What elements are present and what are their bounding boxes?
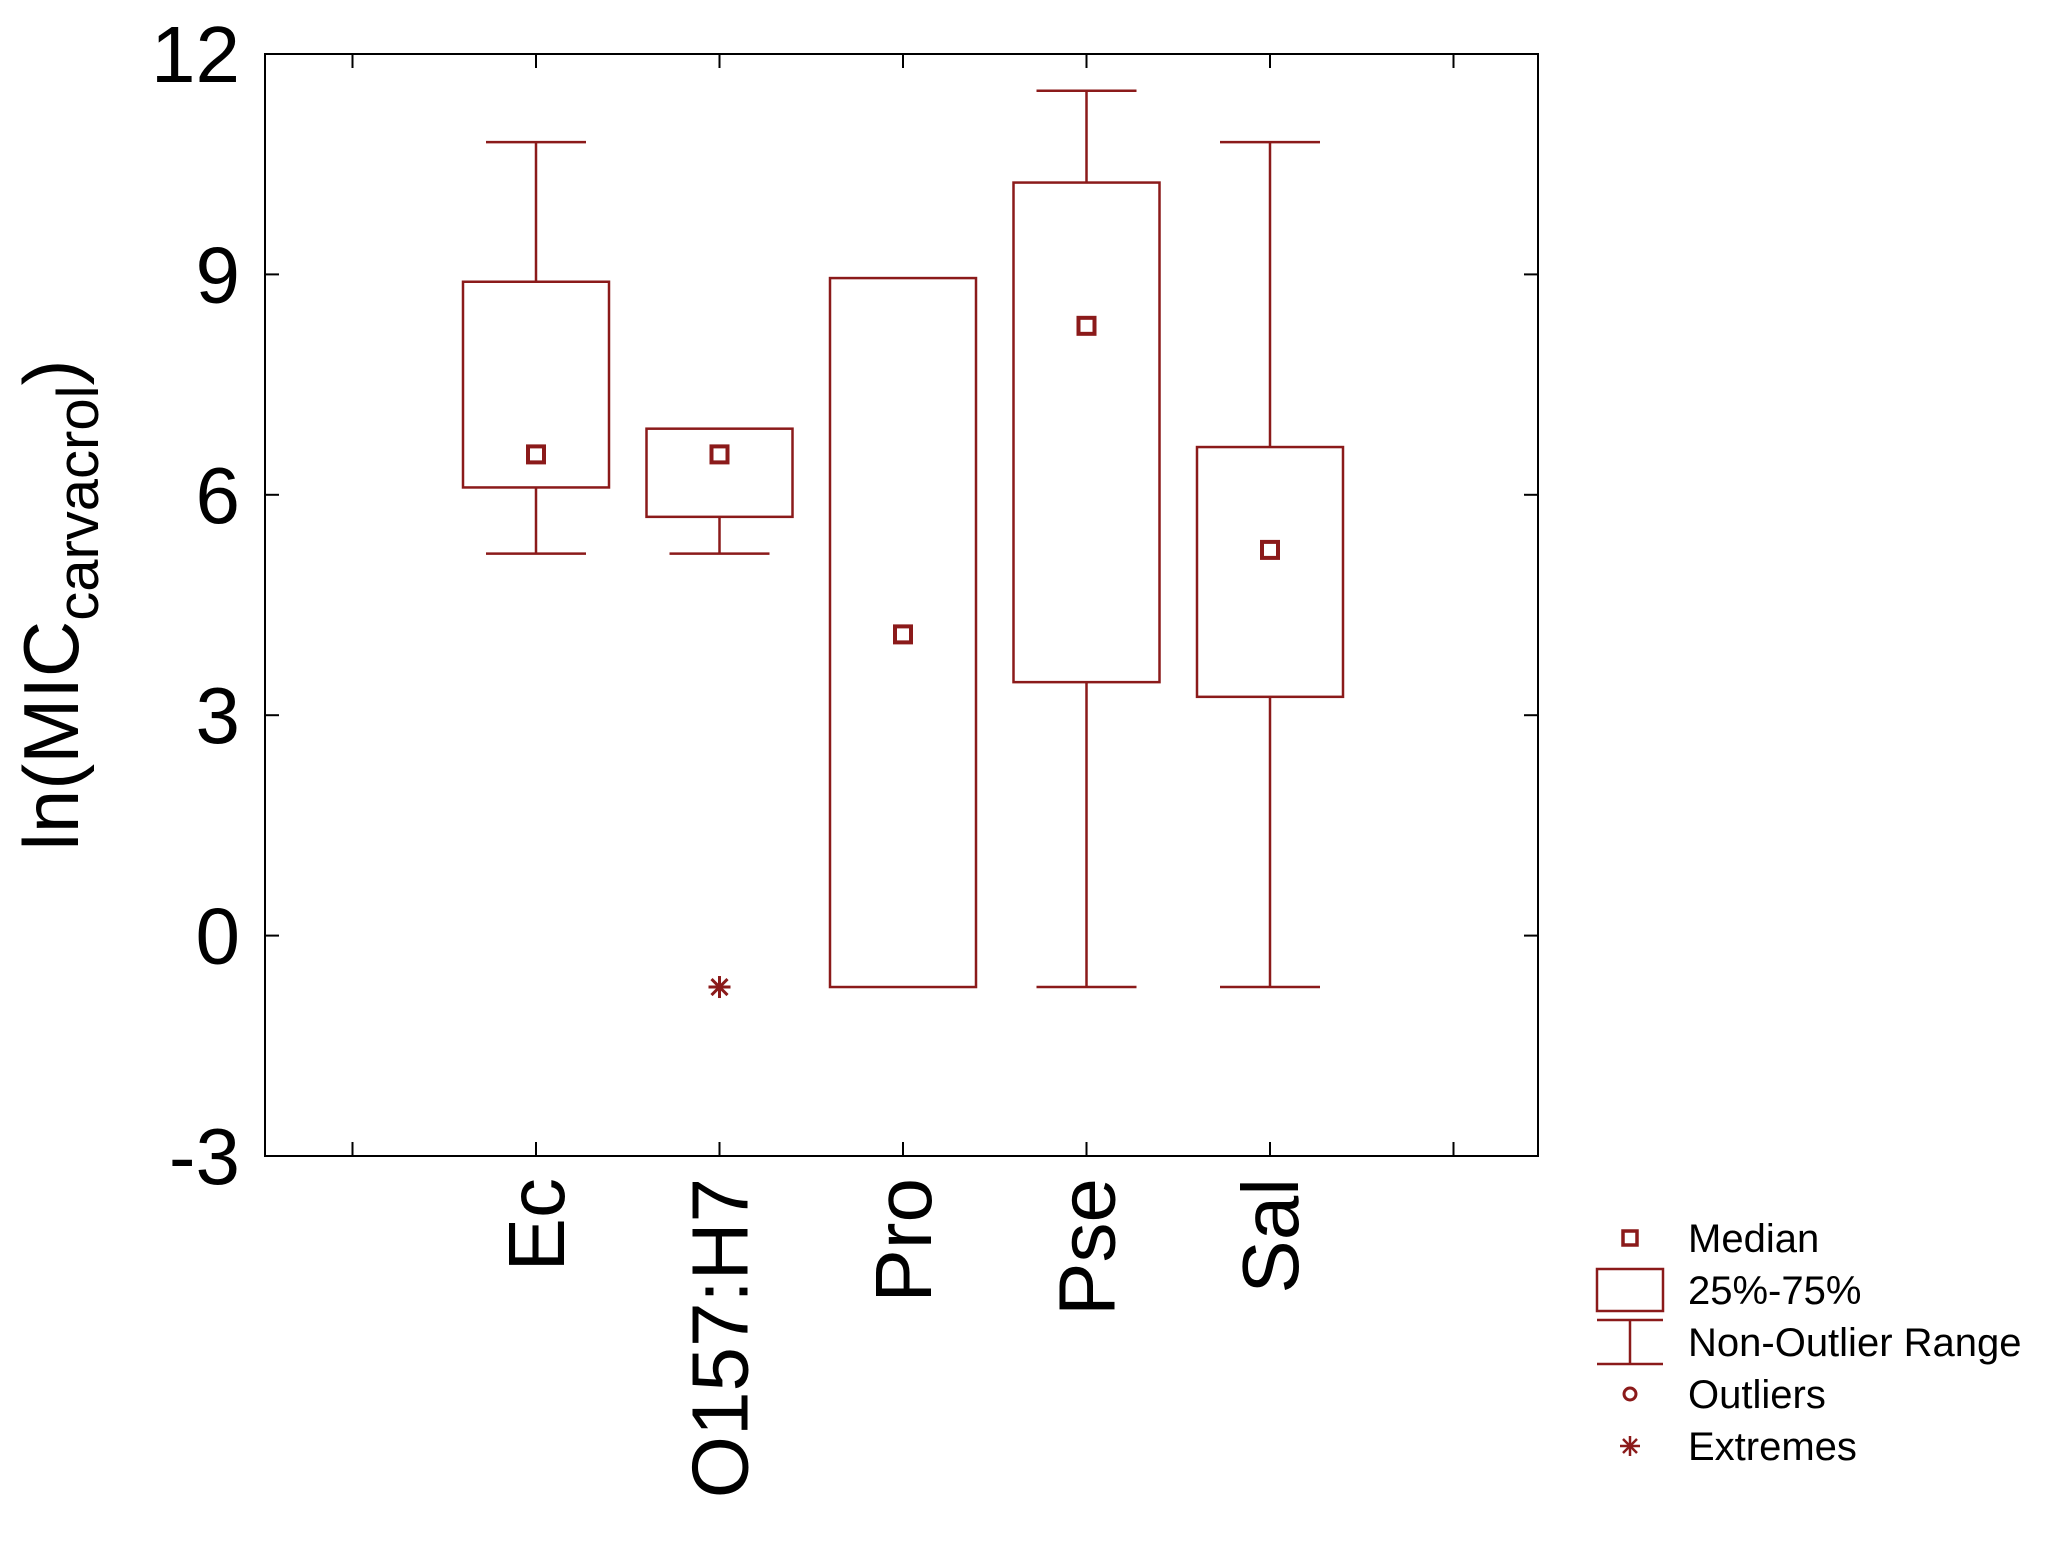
interquartile-box [461, 280, 611, 489]
box-o157-h7 [645, 427, 794, 999]
plot-frame [264, 53, 1539, 1157]
median-marker [709, 444, 730, 465]
median-marker [893, 624, 913, 645]
interquartile-box [1195, 445, 1345, 699]
interquartile-box [645, 427, 794, 519]
outlier-symbol [1622, 1386, 1638, 1402]
y-axis-label: ln(MICcarvacrol) [7, 360, 111, 851]
median-marker [1076, 315, 1097, 336]
extreme-stroke [1622, 1438, 1638, 1454]
interquartile-box [1012, 181, 1161, 684]
box-pro [828, 276, 978, 989]
y-axis-label-subscript: carvacrol [46, 386, 111, 621]
median-marker [526, 444, 546, 465]
median-marker [1260, 539, 1280, 560]
y-tick-label: 3 [196, 671, 241, 760]
extreme-marker [708, 976, 731, 999]
legend-item-box: 25%-75% [1595, 1267, 1861, 1313]
x-tick-label: Pse [1043, 1178, 1132, 1316]
legend-item-median: Median [1621, 1217, 1819, 1261]
extreme-symbol [1620, 1436, 1640, 1456]
legend-label: Extremes [1688, 1425, 1857, 1469]
legend-item-outlier: Outliers [1622, 1373, 1826, 1417]
extreme-stroke [710, 977, 729, 997]
legend-item-whisker: Non-Outlier Range [1597, 1318, 2022, 1366]
box-symbol [1595, 1267, 1665, 1313]
y-axis-label-close: ) [7, 360, 95, 386]
legend-label: Median [1688, 1217, 1819, 1261]
x-tick-label: Pro [859, 1178, 948, 1303]
boxes [461, 89, 1345, 999]
y-tick-label: 6 [196, 451, 241, 540]
legend-label: Non-Outlier Range [1688, 1321, 2022, 1365]
median-symbol [1621, 1229, 1639, 1247]
x-tick-label: O157:H7 [676, 1178, 765, 1498]
x-axis-labels: Ec O157:H7 Pro Pse Sal [492, 1178, 1315, 1498]
x-axis-minor-ticks [351, 54, 1455, 1156]
box-ec [461, 140, 611, 555]
y-tick-label: -3 [169, 1112, 240, 1201]
y-tick-label: 9 [196, 230, 241, 319]
y-tick-label: 12 [151, 10, 240, 99]
legend-label: 25%-75% [1688, 1269, 1861, 1313]
y-axis-label-main: ln(MIC [7, 621, 95, 851]
box-pse [1012, 89, 1161, 989]
y-tick-label: 0 [196, 892, 241, 981]
x-tick-label: Sal [1226, 1178, 1315, 1294]
legend: Median 25%-75% Non-Outlier Range Outliers Ex… [1595, 1217, 2022, 1469]
legend-label: Outliers [1688, 1373, 1826, 1417]
y-axis: -3 0 3 6 9 12 [151, 10, 1538, 1201]
legend-item-extreme: Extremes [1620, 1425, 1857, 1469]
interquartile-box [828, 276, 978, 989]
box-sal [1195, 140, 1345, 989]
x-tick-label: Ec [492, 1178, 581, 1271]
